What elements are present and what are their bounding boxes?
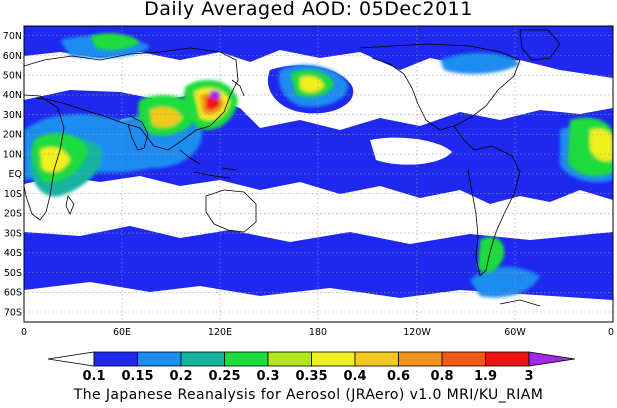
colorbar-label: 0.3 [256,369,279,384]
colorbar-swatch [267,351,312,367]
latitude-labels: 70N 60N 50N 40N 30N 20N 10N EQ 10S 20S 3… [3,31,22,319]
map-gridlines [24,26,613,322]
lat-tick-label: 40S [4,248,22,259]
colorbar-label: 0.15 [121,369,153,384]
lon-tick-label: 0 [21,327,27,338]
lat-tick-label: 60S [4,288,22,299]
lat-tick-label: 60N [3,51,22,62]
lon-tick-label: 60W [504,327,526,338]
lat-tick-label: 70S [4,308,22,319]
colorbar-label: 0.25 [208,369,240,384]
colorbar-swatch [224,351,269,367]
colorbar-label: 0.8 [430,369,453,384]
colorbar-swatch [180,351,225,367]
lat-tick-label: 20S [4,209,22,220]
colorbar-label: 0.2 [169,369,192,384]
aod-field [24,26,613,322]
lat-tick-label: 70N [3,31,22,42]
lat-tick-label: 30S [4,229,22,240]
colorbar-label: 0.4 [343,369,366,384]
colorbar-label: 0.1 [82,369,105,384]
colorbar-swatch [93,351,138,367]
coastlines [24,29,561,307]
lat-tick-label: 20N [3,130,22,141]
colorbar-swatch [311,351,356,367]
lat-tick-label: EQ [9,169,22,180]
aod-clear-areas [24,117,613,322]
colorbar-swatch [354,351,399,367]
colorbar-swatch [441,351,486,367]
lat-tick-label: 50N [3,71,22,82]
lon-tick-label: 120E [208,327,232,338]
lon-tick-label: 180 [309,327,327,338]
colorbar-swatch [137,351,182,367]
lat-tick-label: 50S [4,268,22,279]
lat-tick-label: 30N [3,110,22,121]
map-title: Daily Averaged AOD: 05Dec2011 [144,0,473,20]
colorbar-swatch [485,351,530,367]
colorbar: 0.1 0.15 0.2 0.25 0.3 0.35 0.4 0.6 0.8 1.9 3 [47,351,576,384]
lon-tick-label: 120W [403,327,431,338]
credit-line: The Japanese Reanalysis for Aerosol (JRA… [73,387,544,403]
lat-tick-label: 40N [3,90,22,101]
colorbar-label: 3 [524,369,533,384]
colorbar-label: 0.35 [295,369,327,384]
lat-tick-label: 10N [3,150,22,161]
aod-high-level [32,33,613,273]
longitude-labels: 0 60E 120E 180 120W 60W 0 [21,327,614,338]
aod-hotspot-east-china [183,79,238,130]
colorbar-swatch [528,351,576,367]
lon-tick-label: 60E [113,327,131,338]
lon-tick-label: 0 [608,327,614,338]
colorbar-label: 0.6 [387,369,410,384]
colorbar-label: 1.9 [474,369,497,384]
lat-tick-label: 10S [4,189,22,200]
colorbar-swatch [398,351,443,367]
colorbar-swatch [47,351,95,367]
map-frame [23,25,614,323]
